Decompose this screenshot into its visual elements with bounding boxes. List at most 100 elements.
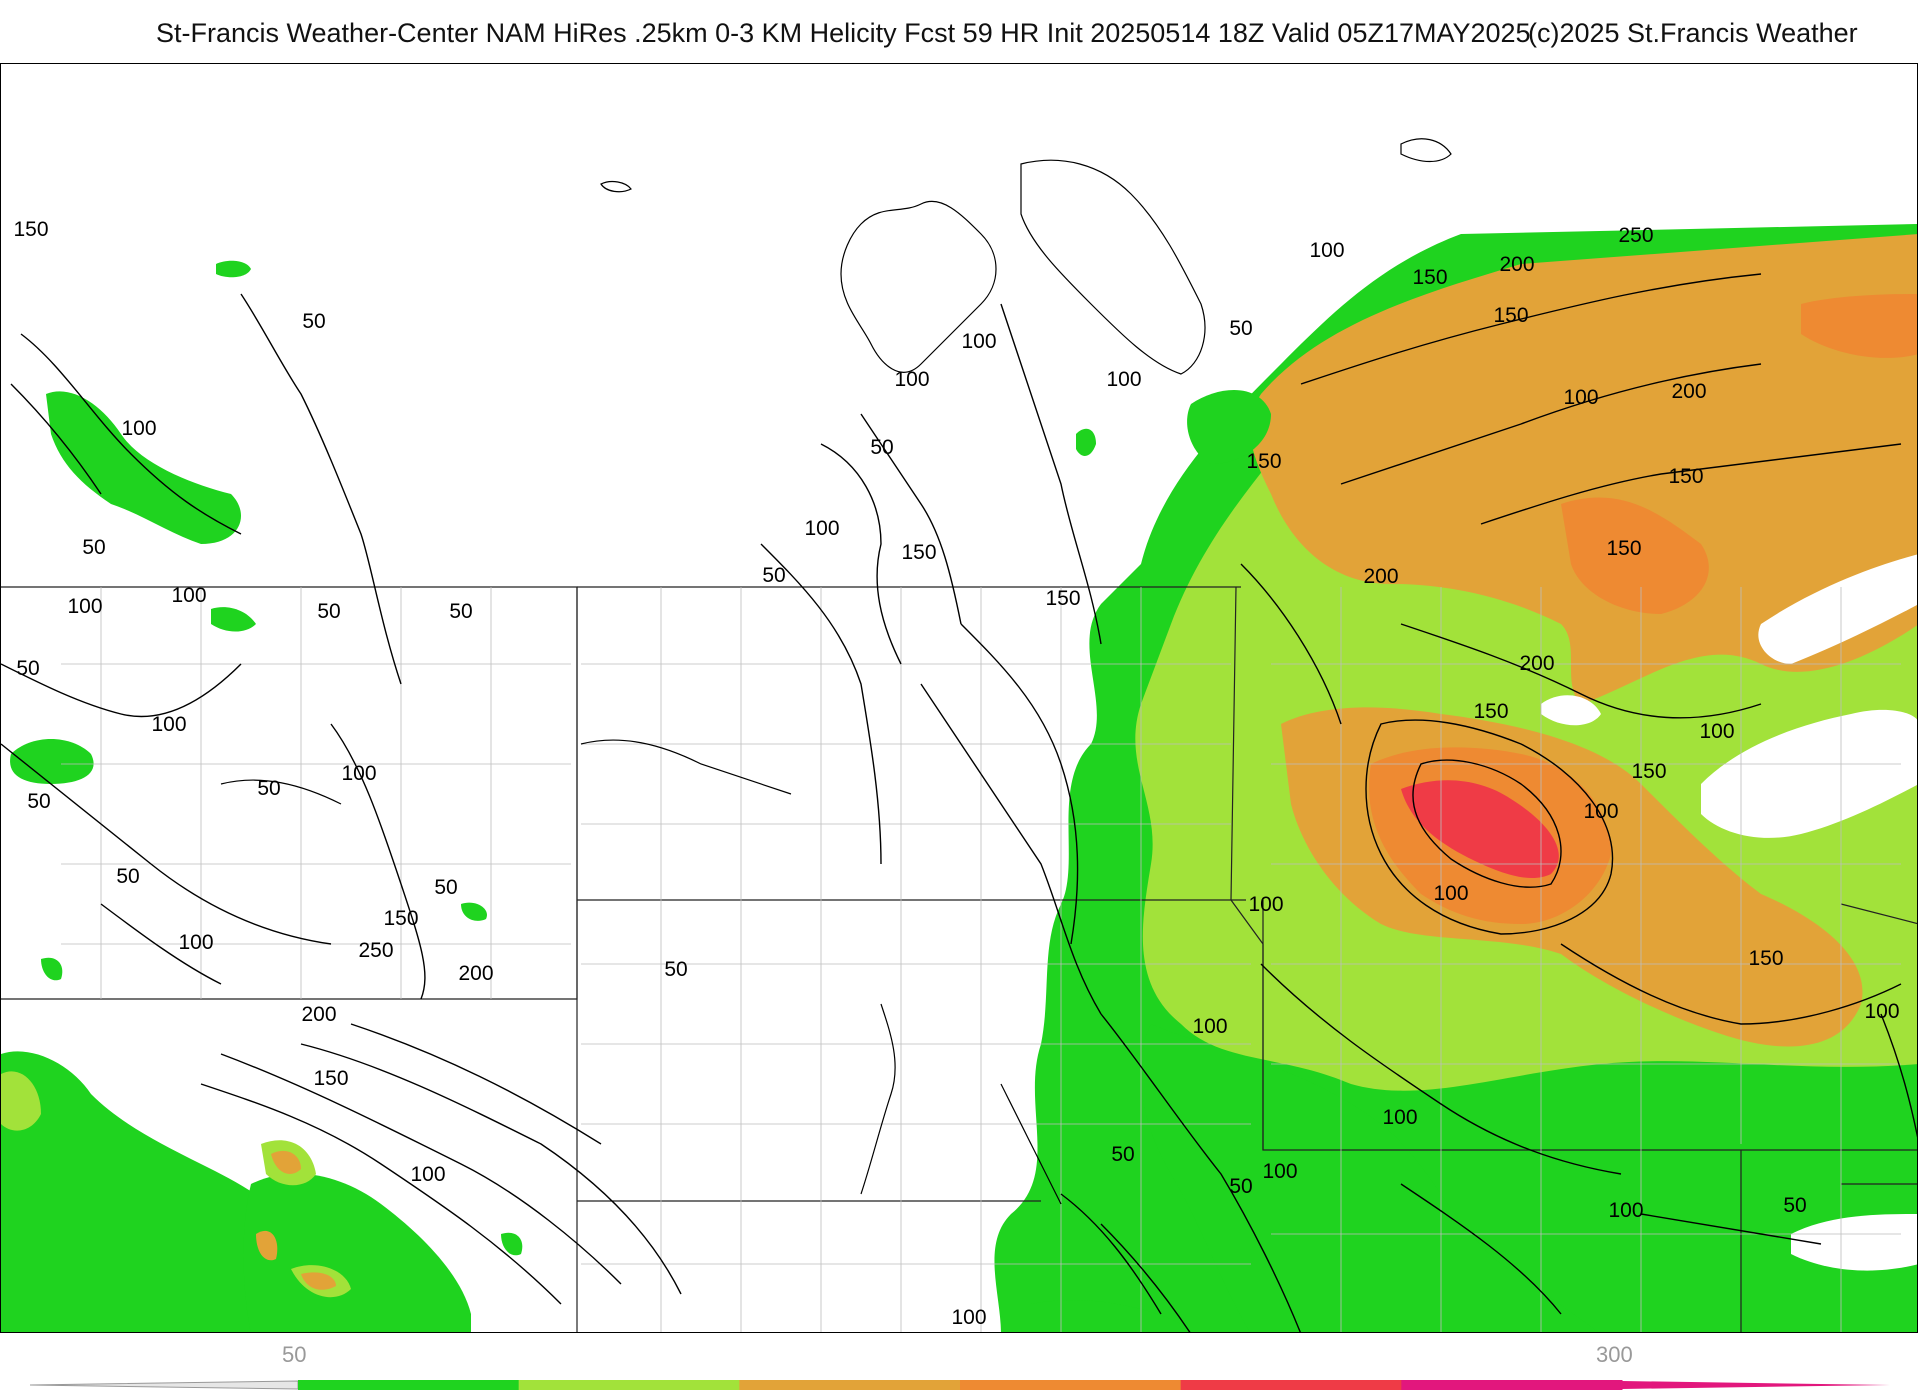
helicity-fill-layer — [1, 224, 1917, 1332]
colorbar-segment — [1180, 1380, 1402, 1390]
contour-label: 50 — [116, 865, 139, 888]
contour-label: 50 — [82, 536, 105, 559]
contour-label: 100 — [1382, 1106, 1417, 1129]
contour-label: 250 — [358, 939, 393, 962]
helicity-region-100 — [256, 1230, 278, 1261]
colorbar-segment — [518, 1380, 740, 1390]
contour-label: 50 — [664, 958, 687, 981]
helicity-region-50 — [243, 1173, 471, 1332]
contour-label: 100 — [894, 368, 929, 391]
contour-label: 50 — [27, 790, 50, 813]
helicity-region-100 — [1, 1071, 41, 1131]
helicity-region-50 — [461, 902, 487, 921]
helicity-region-50 — [46, 391, 241, 544]
contour-label: 150 — [1631, 760, 1666, 783]
contour-label: 100 — [151, 713, 186, 736]
contour-label: 250 — [1618, 224, 1653, 247]
contour-label: 100 — [121, 417, 156, 440]
colorbar-low-arrow — [30, 1380, 299, 1390]
contour-label: 50 — [257, 777, 280, 800]
contour-label: 150 — [1246, 450, 1281, 473]
contour-label: 150 — [1748, 947, 1783, 970]
contour-label: 150 — [1473, 700, 1508, 723]
lakes-and-rivers-layer — [220, 138, 1452, 1205]
contour-label: 100 — [1106, 368, 1141, 391]
contour-label: 50 — [1111, 1143, 1134, 1166]
contour-label: 200 — [301, 1003, 336, 1026]
contour-label: 100 — [67, 595, 102, 618]
helicity-hole — [1758, 554, 1917, 664]
contour-label: 200 — [1363, 565, 1398, 588]
helicity-region-150 — [271, 1150, 301, 1174]
helicity-region-50 — [1031, 1300, 1181, 1332]
colorbar-segment — [1401, 1380, 1623, 1390]
contour-label: 50 — [449, 600, 472, 623]
contour-label: 50 — [16, 657, 39, 680]
contour-label: 50 — [1229, 317, 1252, 340]
contour-label: 100 — [1864, 1000, 1899, 1023]
helicity-region-50 — [211, 607, 256, 632]
contour-label: 100 — [1262, 1160, 1297, 1183]
colorbar-segment — [298, 1380, 520, 1390]
state-boundaries-layer — [1, 586, 1917, 1332]
colorbar-high-arrow — [1622, 1381, 1890, 1389]
helicity-region-150 — [301, 1272, 336, 1290]
contour-label: 50 — [1229, 1175, 1252, 1198]
contour-label: 150 — [383, 907, 418, 930]
copyright-label: (c)2025 St.Francis Weather — [1528, 18, 1858, 48]
colorbar — [30, 1380, 1890, 1390]
colorbar-segment — [960, 1380, 1182, 1390]
contour-label: 150 — [1668, 465, 1703, 488]
helicity-region-50 — [1187, 390, 1271, 464]
map-canvas: 150 50 100 50 100 50 100 50 100 50 50 50 100 50 50 100 1… — [1, 138, 1917, 1332]
contour-label: 150 — [1412, 266, 1447, 289]
helicity-region-200 — [1561, 497, 1709, 614]
map-title-bar: St-Francis Weather-Center NAM HiRes .25k… — [0, 14, 1920, 54]
colorbar-segments — [298, 1380, 1623, 1390]
contour-label: 200 — [1671, 380, 1706, 403]
helicity-hole — [1701, 709, 1917, 838]
contour-label: 200 — [458, 962, 493, 985]
contour-label: 150 — [1493, 304, 1528, 327]
contour-label: 50 — [762, 564, 785, 587]
colorbar-segment — [739, 1380, 961, 1390]
contour-label: 100 — [1563, 386, 1598, 409]
contour-label: 100 — [341, 762, 376, 785]
contour-label: 100 — [178, 931, 213, 954]
helicity-region-50 — [216, 260, 251, 278]
contour-label: 50 — [1783, 1194, 1806, 1217]
map-title: St-Francis Weather-Center NAM HiRes .25k… — [156, 18, 1531, 48]
helicity-map[interactable]: 150 50 100 50 100 50 100 50 100 50 50 50 100 50 50 100 1… — [0, 63, 1918, 1333]
contour-label: 100 — [1583, 800, 1618, 823]
contour-label: 100 — [951, 1306, 986, 1329]
helicity-region-50 — [41, 957, 63, 981]
colorbar-min-label: 50 — [282, 1342, 307, 1367]
contour-label: 150 — [1045, 587, 1080, 610]
contour-label: 100 — [1433, 882, 1468, 905]
contour-label: 50 — [870, 436, 893, 459]
helicity-region-50 — [1140, 1024, 1599, 1332]
contour-label: 100 — [961, 330, 996, 353]
contour-label: 50 — [434, 876, 457, 899]
helicity-hole — [1791, 1214, 1917, 1271]
contour-label: 100 — [1192, 1015, 1227, 1038]
contour-label: 100 — [1309, 239, 1344, 262]
contour-label: 100 — [1699, 720, 1734, 743]
helicity-hole — [1541, 695, 1601, 726]
contour-label: 200 — [1519, 652, 1554, 675]
contour-label: 100 — [171, 584, 206, 607]
contour-label: 150 — [901, 541, 936, 564]
contour-label: 150 — [13, 218, 48, 241]
contour-label: 200 — [1499, 253, 1534, 276]
contour-label: 100 — [1608, 1199, 1643, 1222]
contour-label: 50 — [317, 600, 340, 623]
county-boundaries-layer — [61, 587, 1901, 1332]
colorbar-max-label: 300 — [1596, 1342, 1633, 1367]
contour-label: 50 — [302, 310, 325, 333]
helicity-region-150 — [1250, 234, 1917, 704]
helicity-region-50 — [10, 739, 94, 784]
helicity-region-250 — [1401, 780, 1559, 879]
contour-label: 100 — [410, 1163, 445, 1186]
contour-label: 150 — [313, 1067, 348, 1090]
helicity-region-50 — [1076, 428, 1096, 456]
